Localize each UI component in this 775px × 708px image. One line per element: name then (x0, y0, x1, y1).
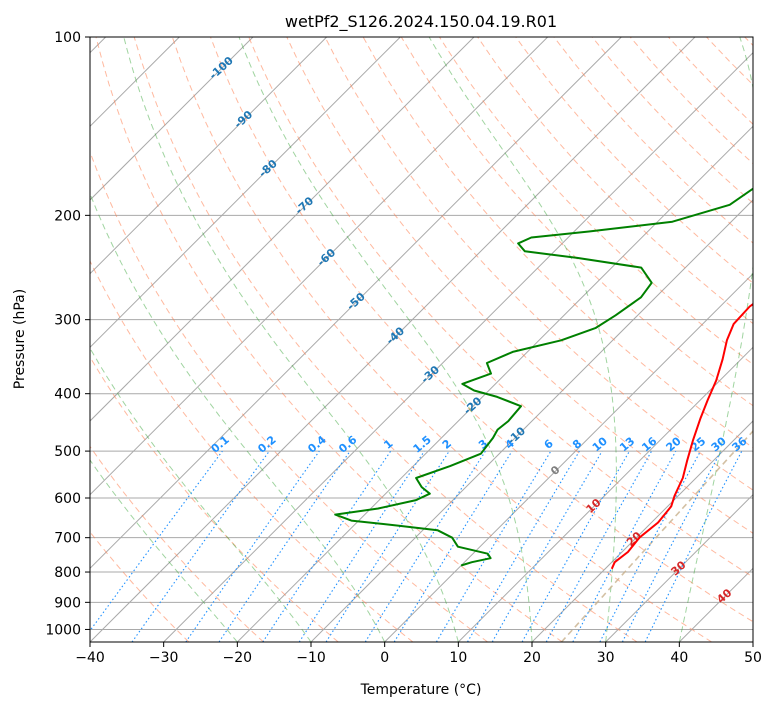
mixing-ratio-line (90, 450, 223, 632)
isotherm-line (90, 37, 328, 275)
isotherm-line (752, 641, 753, 642)
x-tick-label: −40 (75, 650, 105, 666)
dry-adiabat-line (171, 37, 712, 642)
dry-adiabat-line (286, 37, 753, 534)
isotherm-line (90, 37, 475, 422)
profile-series (334, 187, 753, 570)
plot-frame (89, 36, 754, 643)
x-tick-label: 30 (597, 650, 615, 666)
isotherm-line (236, 125, 753, 642)
dry-adiabats (90, 37, 753, 642)
y-tick-label: 600 (54, 491, 81, 507)
mixing-ratio-line (218, 450, 351, 642)
y-tick-label: 100 (54, 30, 81, 46)
plot-background (90, 37, 753, 642)
dry-adiabat-line (90, 445, 264, 642)
mixing-ratio-line (393, 450, 513, 642)
dry-adiabat-line (90, 356, 339, 642)
mixing-ratio-line (185, 450, 320, 642)
moist-adiabat-line (90, 192, 386, 642)
x-tick-label: −30 (149, 650, 179, 666)
x-tick-label: 0 (380, 650, 389, 666)
x-tick-label: 20 (523, 650, 541, 666)
y-tick-label: 700 (54, 531, 81, 547)
mixing-ratio-line (262, 450, 392, 642)
y-tick-label: 800 (54, 565, 81, 581)
isotherm-line (90, 37, 254, 201)
mixing-ratio-line (298, 450, 425, 642)
isotherm-line (531, 420, 753, 642)
mixing-ratio-line (521, 450, 630, 642)
isotherm-line (90, 37, 549, 496)
moist-adiabat-line (678, 37, 753, 642)
dry-adiabat-line (95, 37, 563, 642)
isotherm-line (163, 51, 753, 642)
x-axis-label: Temperature (°C) (360, 682, 482, 698)
dry-adiabat-line (133, 37, 638, 642)
dewpoint-profile (334, 187, 753, 567)
y-tick-label: 500 (54, 444, 81, 460)
mixing-ratio-line (644, 450, 743, 642)
x-tick-label: 40 (670, 650, 688, 666)
isotherm-line (605, 493, 753, 642)
moist-adiabat-line (123, 37, 459, 642)
y-tick-label: 300 (54, 313, 81, 329)
y-axis-label: Pressure (hPa) (12, 289, 28, 389)
axes: −40 −30 −20 −10 0 10 20 30 40 50 1000 900 800 700 600 5… (45, 30, 762, 666)
moist-adiabat-line (238, 37, 533, 642)
mixing-ratio-line (131, 450, 270, 642)
chart-title: wetPf2_S126.2024.150.04.19.R01 (285, 12, 557, 32)
isotherm-line (90, 37, 696, 642)
mixing-ratio-line (545, 450, 653, 642)
x-tick-label: −10 (296, 650, 326, 666)
x-tick-label: 10 (449, 650, 467, 666)
y-tick-label: 1000 (45, 622, 81, 638)
x-tick-label: 50 (744, 650, 762, 666)
isotherm-line (90, 37, 622, 570)
dry-adiabat-line (324, 37, 753, 491)
moist-adiabat-line (90, 347, 312, 642)
dry-adiabat-line (515, 37, 753, 284)
isotherm-line (457, 346, 753, 642)
temperature-profile (610, 302, 753, 570)
dry-adiabat-line (90, 259, 414, 642)
y-tick-label: 900 (54, 595, 81, 611)
dry-adiabat-line (210, 37, 753, 623)
moist-adiabats (90, 37, 753, 642)
plot-area (90, 37, 753, 642)
mixing-ratio-line (325, 450, 450, 642)
dry-adiabat-line (248, 37, 753, 578)
isotherm-line (384, 272, 753, 642)
moist-adiabat-line (428, 37, 617, 642)
y-tick-label: 200 (54, 208, 81, 224)
y-tick-label: 400 (54, 387, 81, 403)
moist-adiabat-line (90, 459, 238, 642)
x-tick-label: −20 (223, 650, 253, 666)
isotherm-line (90, 37, 401, 349)
